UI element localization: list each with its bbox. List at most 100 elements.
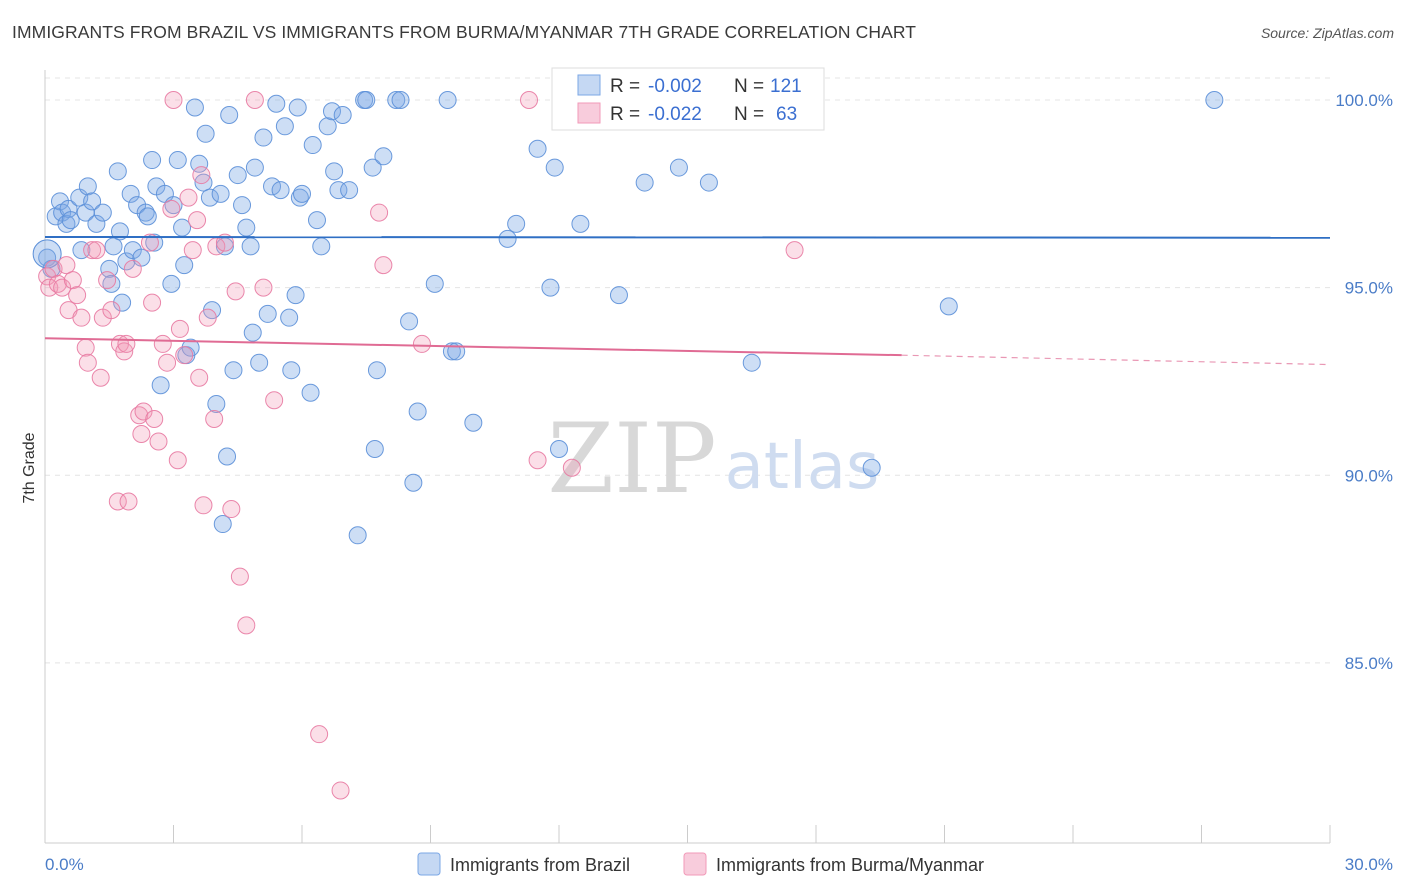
data-point	[98, 271, 117, 290]
data-point	[87, 241, 106, 260]
data-point	[507, 214, 526, 233]
data-point	[263, 177, 282, 196]
data-point	[374, 256, 393, 275]
data-point	[190, 154, 209, 173]
data-point	[162, 199, 181, 218]
x-tick-label-max: 30.0%	[1345, 855, 1393, 874]
stats-n-label-brazil: N =	[734, 76, 764, 97]
data-point	[115, 342, 134, 361]
data-point	[387, 91, 406, 110]
stats-r-label-brazil: R =	[610, 76, 640, 97]
data-point	[91, 368, 110, 387]
data-point	[117, 252, 136, 271]
data-point	[38, 248, 57, 267]
data-point	[408, 402, 427, 421]
data-point	[104, 237, 123, 256]
data-point	[72, 241, 91, 260]
stats-n-label-burma: N =	[734, 104, 764, 125]
data-point	[132, 424, 151, 443]
data-point	[293, 184, 311, 203]
data-point	[145, 233, 164, 252]
stats-n-value-burma: 63	[776, 104, 797, 125]
data-point	[322, 102, 341, 121]
data-point	[61, 211, 80, 230]
data-point	[699, 173, 718, 192]
trend-line-0	[44, 235, 1331, 239]
data-point	[117, 334, 136, 353]
data-point	[310, 725, 329, 744]
data-point	[571, 214, 590, 233]
data-point	[119, 492, 138, 511]
data-point	[280, 308, 299, 327]
stats-box: R = -0.002 N = 121 R = -0.022 N = 63	[551, 67, 825, 131]
data-point	[939, 297, 958, 316]
data-point	[288, 98, 307, 117]
data-point	[100, 259, 119, 278]
data-point	[370, 203, 389, 222]
data-point	[59, 199, 78, 218]
data-point	[149, 432, 168, 451]
data-point	[325, 162, 344, 181]
data-point	[254, 128, 273, 147]
data-point	[194, 496, 213, 515]
data-point	[170, 319, 189, 338]
data-point	[237, 218, 256, 237]
data-point	[609, 286, 628, 305]
data-point	[1205, 91, 1224, 110]
data-point	[57, 256, 76, 275]
y-tick-labels: 85.0% 90.0% 95.0% 100.0%	[1335, 91, 1393, 673]
data-point	[498, 229, 517, 248]
data-point	[194, 173, 213, 192]
y-tick-label: 90.0%	[1345, 466, 1393, 485]
data-point	[205, 409, 224, 428]
data-point	[173, 218, 192, 237]
data-point	[331, 781, 350, 800]
legend-swatch-brazil	[417, 852, 441, 876]
data-point	[93, 203, 112, 222]
data-point	[145, 409, 164, 428]
data-point	[785, 241, 804, 260]
data-point	[143, 293, 162, 312]
data-point	[224, 361, 243, 380]
axes	[44, 70, 1331, 844]
data-point	[286, 286, 305, 305]
data-point	[200, 188, 219, 207]
data-point	[151, 376, 170, 395]
data-point	[140, 233, 159, 252]
data-point	[198, 308, 217, 327]
legend-label-brazil: Immigrants from Brazil	[450, 855, 630, 875]
legend-label-burma: Immigrants from Burma/Myanmar	[716, 855, 984, 875]
watermark: ZIP atlas	[547, 403, 879, 515]
data-point	[301, 383, 320, 402]
data-point	[307, 211, 326, 230]
stats-n-value-brazil: 121	[770, 76, 802, 97]
data-point	[179, 188, 198, 207]
data-point	[213, 515, 232, 534]
data-point	[215, 233, 234, 252]
data-point	[78, 353, 97, 372]
data-point	[312, 237, 331, 256]
data-point	[348, 526, 367, 545]
data-point	[83, 192, 102, 211]
data-point	[181, 338, 200, 357]
data-point	[188, 211, 207, 230]
y-axis-label: 7th Grade	[21, 432, 38, 503]
stats-r-label-burma: R =	[610, 104, 640, 125]
data-point	[233, 196, 252, 215]
data-point	[245, 158, 264, 177]
data-point	[123, 259, 142, 278]
data-point	[211, 184, 230, 203]
data-point	[742, 353, 761, 372]
data-point	[303, 136, 322, 155]
data-point	[164, 91, 183, 110]
chart-title: IMMIGRANTS FROM BRAZIL VS IMMIGRANTS FRO…	[12, 22, 917, 42]
data-point	[340, 181, 359, 200]
data-point	[258, 304, 277, 323]
data-point	[333, 106, 352, 125]
data-point	[230, 567, 249, 586]
data-point	[192, 166, 211, 185]
data-point	[245, 91, 264, 110]
legend-swatch-burma	[683, 852, 707, 876]
data-point	[635, 173, 654, 192]
